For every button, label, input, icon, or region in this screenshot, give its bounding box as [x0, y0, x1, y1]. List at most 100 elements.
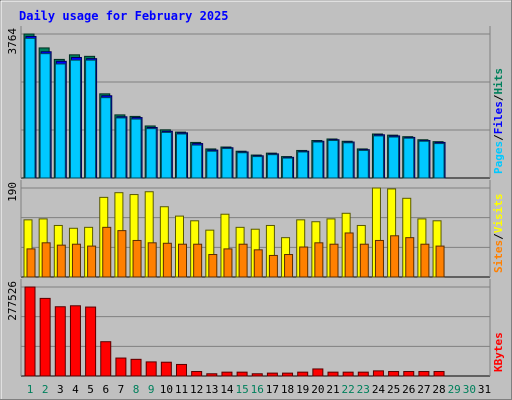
bar-pages — [251, 156, 263, 179]
bar-kbytes — [54, 306, 66, 377]
bar-kbytes — [130, 358, 142, 377]
x-tick-label: 8 — [133, 383, 140, 396]
bar-pages — [85, 59, 97, 179]
bar-sites — [329, 243, 339, 278]
bar-sites — [193, 243, 203, 278]
x-tick-label: 13 — [205, 383, 218, 396]
bar-sites — [420, 243, 430, 278]
bar-pages — [176, 133, 187, 179]
bar-pages — [39, 53, 51, 179]
bar-sites — [102, 226, 112, 278]
bar-pages — [327, 140, 339, 179]
bar-kbytes — [418, 371, 430, 377]
bar-pages — [357, 149, 369, 179]
bar-kbytes — [145, 361, 157, 377]
x-tick-label: 7 — [118, 383, 125, 396]
bar-pages — [433, 143, 445, 179]
bar-pages — [297, 151, 309, 179]
x-tick-label: 21 — [326, 383, 339, 396]
bar-sites — [147, 242, 157, 278]
x-tick-label: 16 — [251, 383, 264, 396]
bar-pages — [342, 142, 354, 179]
bar-sites — [268, 254, 278, 278]
bar-sites — [178, 243, 187, 278]
bar-sites — [223, 248, 233, 278]
bar-sites — [405, 237, 415, 278]
plot-area — [21, 279, 490, 376]
bar-kbytes — [206, 373, 218, 377]
bar-sites — [390, 235, 400, 278]
bar-kbytes — [160, 361, 172, 377]
x-tick-label: 29 — [448, 383, 461, 396]
bar-sites — [314, 242, 324, 278]
bar-pages — [100, 97, 112, 179]
bar-kbytes — [282, 372, 294, 377]
bar-sites — [238, 243, 248, 278]
bar-pages — [266, 154, 278, 179]
x-tick-label: 18 — [281, 383, 294, 396]
x-tick-label: 9 — [148, 383, 155, 396]
y-max-label: 3764 — [6, 28, 19, 55]
y-max-label: 190 — [6, 182, 19, 202]
bar-kbytes — [251, 373, 263, 377]
bar-pages — [191, 144, 203, 179]
x-tick-label: 26 — [402, 383, 415, 396]
x-tick-label: 6 — [102, 383, 109, 396]
kbytes-panel: 277526 KBytes — [6, 279, 505, 377]
bar-kbytes — [85, 306, 97, 377]
bar-kbytes — [342, 371, 354, 377]
x-tick-label: 17 — [266, 383, 279, 396]
bar-sites — [132, 239, 142, 278]
x-tick-label: 12 — [190, 383, 203, 396]
bar-pages — [145, 128, 157, 179]
bar-sites — [117, 230, 127, 278]
series-legend: KBytes — [492, 332, 505, 372]
x-tick-label: 5 — [87, 383, 94, 396]
x-tick-label: 27 — [417, 383, 430, 396]
x-tick-label: 30 — [463, 383, 476, 396]
bar-kbytes — [403, 371, 415, 377]
hits-files-pages-panel: 3764 Pages/Files/Hits — [6, 26, 505, 179]
bar-sites — [435, 245, 445, 278]
x-tick-label: 31 — [478, 383, 491, 396]
bar-sites — [71, 243, 81, 278]
bar-pages — [160, 131, 172, 179]
bar-sites — [87, 245, 97, 278]
bar-sites — [359, 243, 369, 278]
x-tick-label: 11 — [175, 383, 188, 396]
bar-sites — [26, 248, 36, 278]
x-tick-label: 23 — [357, 383, 370, 396]
x-tick-label: 1 — [27, 383, 34, 396]
x-tick-label: 19 — [296, 383, 309, 396]
bar-pages — [221, 148, 233, 179]
x-tick-label: 3 — [57, 383, 64, 396]
bar-pages — [130, 118, 142, 179]
bar-kbytes — [312, 368, 324, 377]
x-tick-label: 10 — [160, 383, 173, 396]
bar-sites — [253, 249, 263, 278]
bar-pages — [372, 135, 384, 179]
x-tick-label: 25 — [387, 383, 400, 396]
bar-pages — [115, 117, 127, 179]
bar-kbytes — [191, 371, 203, 377]
bar-kbytes — [39, 297, 51, 377]
bar-sites — [56, 244, 66, 278]
bar-kbytes — [433, 371, 445, 377]
series-legend: Sites/Visits — [492, 194, 505, 274]
x-tick-label: 22 — [342, 383, 355, 396]
x-tick-label: 4 — [72, 383, 79, 396]
bar-sites — [162, 242, 172, 278]
bar-sites — [299, 246, 309, 278]
bar-kbytes — [100, 341, 112, 377]
x-tick-label: 15 — [235, 383, 248, 396]
x-axis-day-labels: 1 2 3 4 5 6 7 8 9 10 11 12 13 14 15 16 17 18 19 20 21 22 23 24 2… — [27, 383, 491, 396]
bar-kbytes — [266, 372, 278, 377]
bar-kbytes — [297, 371, 309, 377]
chart-title: Daily usage for February 2025 — [19, 9, 229, 23]
x-tick-label: 2 — [42, 383, 49, 396]
bar-kbytes — [357, 371, 369, 377]
bar-pages — [236, 152, 248, 179]
bar-pages — [312, 141, 324, 179]
bar-pages — [69, 59, 81, 179]
bar-kbytes — [327, 371, 339, 377]
